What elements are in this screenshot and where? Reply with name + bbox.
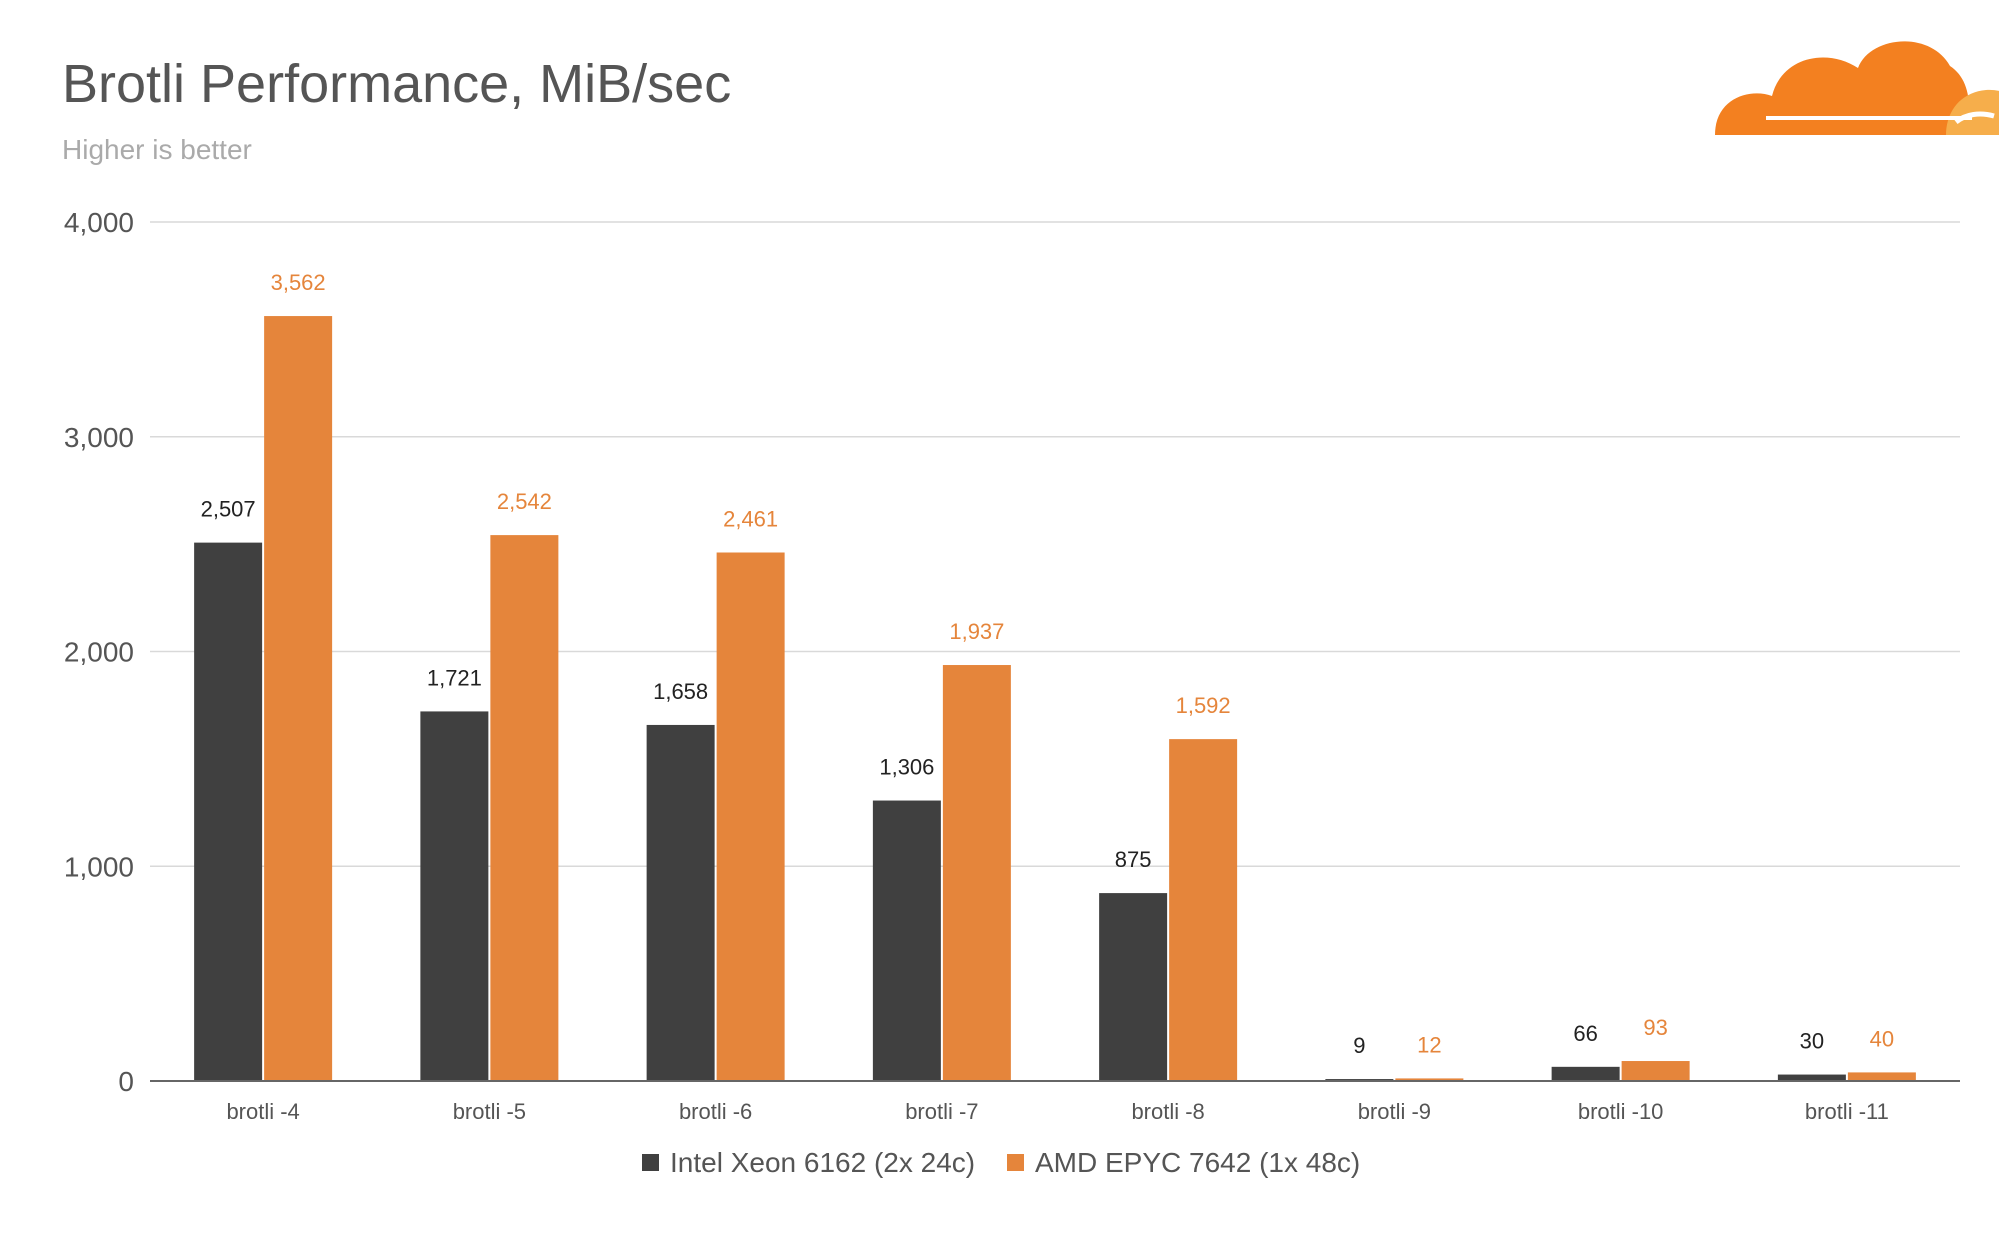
x-tick-label: brotli -6: [679, 1099, 752, 1124]
x-tick-label: brotli -9: [1358, 1099, 1431, 1124]
data-label: 1,592: [1176, 693, 1231, 718]
y-tick-label: 0: [118, 1066, 134, 1097]
legend-swatch: [642, 1154, 659, 1171]
bar: [1621, 1061, 1690, 1081]
y-tick-label: 2,000: [64, 637, 134, 668]
y-tick-label: 1,000: [64, 851, 134, 882]
bar: [1777, 1074, 1846, 1081]
legend-swatch: [1007, 1154, 1024, 1171]
data-label: 2,542: [497, 489, 552, 514]
x-tick-label: brotli -10: [1578, 1099, 1664, 1124]
data-label: 1,306: [879, 755, 934, 780]
bar: [1847, 1072, 1916, 1081]
bar: [1099, 893, 1168, 1081]
chart-title: Brotli Performance, MiB/sec: [62, 54, 731, 114]
x-tick-label: brotli -8: [1131, 1099, 1204, 1124]
data-label: 66: [1573, 1021, 1597, 1046]
data-label: 1,721: [427, 665, 482, 690]
x-tick-label: brotli -11: [1805, 1099, 1889, 1124]
bars: [194, 316, 1916, 1081]
legend-label: AMD EPYC 7642 (1x 48c): [1035, 1147, 1360, 1178]
bar: [716, 552, 785, 1081]
data-labels: 2,507 3,562 1,721 2,542 1,658 2,461 1,306 1,937…: [201, 270, 1895, 1058]
bar: [942, 665, 1011, 1081]
bar: [646, 724, 715, 1081]
bar: [194, 542, 263, 1081]
data-label: 2,461: [723, 507, 778, 532]
data-label: 12: [1417, 1032, 1441, 1057]
y-axis: 0 1,000 2,000 3,000 4,000: [64, 207, 134, 1097]
bar: [872, 800, 941, 1081]
x-tick-label: brotli -4: [226, 1099, 299, 1124]
bar: [490, 535, 559, 1081]
y-tick-label: 3,000: [64, 422, 134, 453]
chart-subtitle: Higher is better: [62, 134, 252, 165]
data-label: 9: [1353, 1033, 1365, 1058]
data-label: 93: [1643, 1015, 1667, 1040]
legend: Intel Xeon 6162 (2x 24c) AMD EPYC 7642 (1…: [642, 1147, 1360, 1178]
bar: [1395, 1078, 1464, 1081]
x-axis: brotli -4 brotli -5 brotli -6 brotli -7 brot…: [150, 1080, 1960, 1124]
data-label: 40: [1870, 1026, 1894, 1051]
bar: [1169, 739, 1238, 1081]
legend-label: Intel Xeon 6162 (2x 24c): [670, 1147, 975, 1178]
x-tick-label: brotli -7: [905, 1099, 978, 1124]
data-label: 1,658: [653, 679, 708, 704]
x-tick-label: brotli -5: [453, 1099, 526, 1124]
data-label: 3,562: [271, 270, 326, 295]
data-label: 2,507: [201, 497, 256, 522]
cloudflare-logo-icon: [1715, 41, 1999, 135]
bar: [420, 711, 489, 1081]
data-label: 875: [1115, 847, 1152, 872]
data-label: 30: [1800, 1029, 1824, 1054]
data-label: 1,937: [949, 619, 1004, 644]
bar: [264, 316, 333, 1081]
y-tick-label: 4,000: [64, 207, 134, 238]
bar: [1551, 1066, 1620, 1081]
